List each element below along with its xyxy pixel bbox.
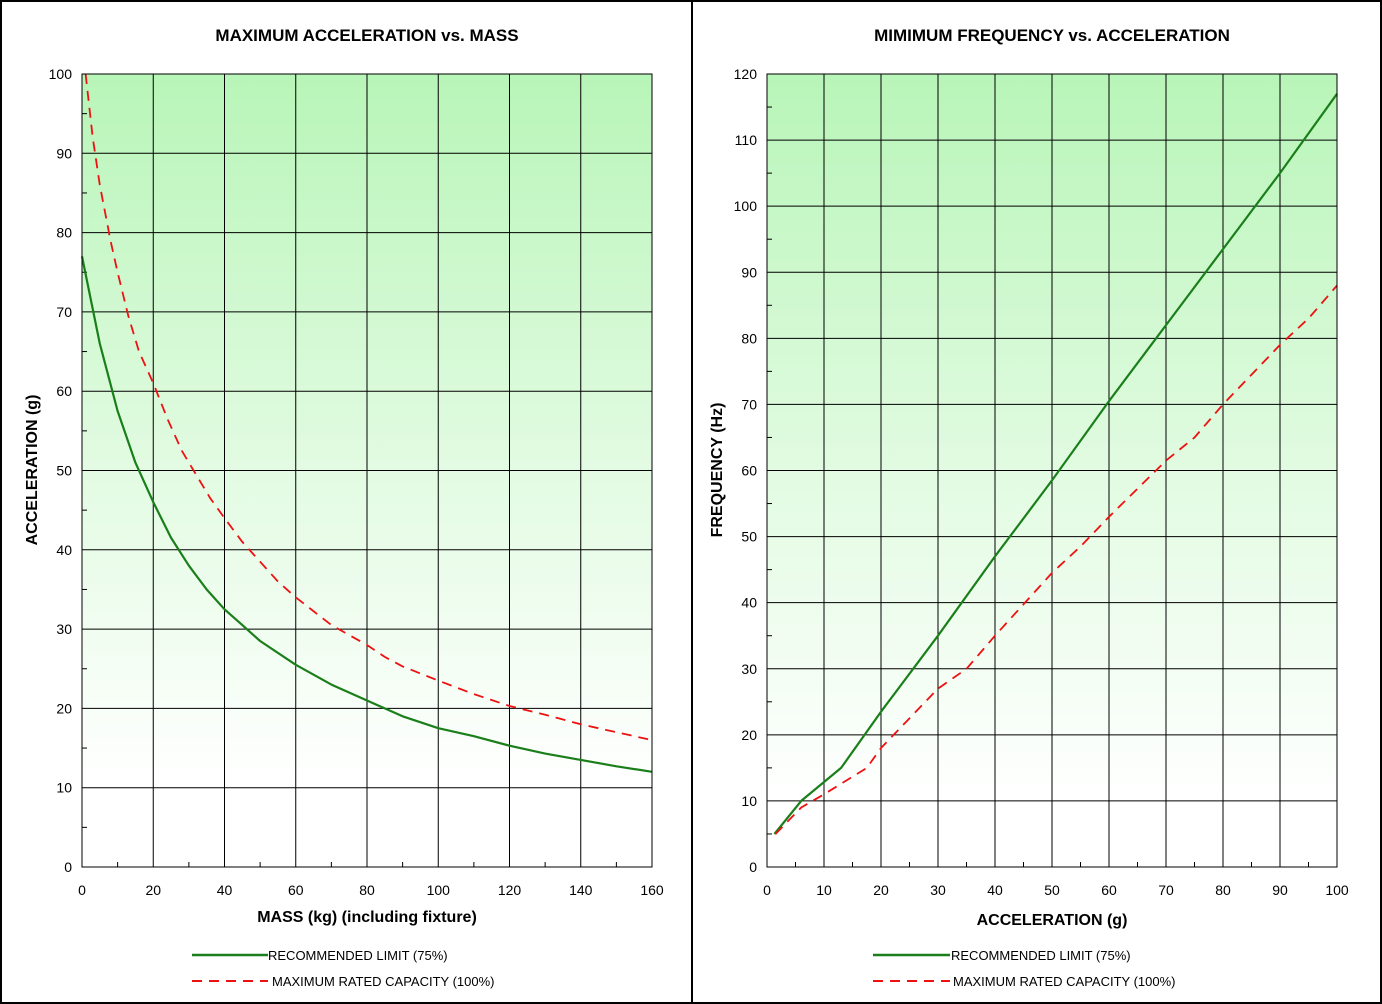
y-axis-label: FREQUENCY (Hz) bbox=[709, 403, 726, 538]
series-line-recommended-limit bbox=[80, 256, 653, 773]
y-tick-label: 50 bbox=[741, 529, 757, 545]
y-tick-label: 100 bbox=[734, 198, 758, 214]
series-lines bbox=[80, 73, 653, 773]
x-tick-label: 80 bbox=[359, 882, 375, 898]
x-tick-label: 40 bbox=[987, 882, 1003, 898]
y-tick-label: 70 bbox=[56, 304, 72, 320]
series-lines bbox=[773, 93, 1338, 835]
y-tick-label: 80 bbox=[741, 330, 757, 346]
legend-label-maximum: MAXIMUM RATED CAPACITY (100%) bbox=[272, 974, 494, 989]
x-tick-label: 100 bbox=[427, 882, 451, 898]
y-tick-label: 30 bbox=[741, 661, 757, 677]
x-tick-label: 0 bbox=[763, 882, 771, 898]
x-tick-label: 20 bbox=[145, 882, 161, 898]
x-tick-label: 60 bbox=[288, 882, 304, 898]
legend: RECOMMENDED LIMIT (75%) MAXIMUM RATED CA… bbox=[873, 948, 1175, 989]
x-axis-label: ACCELERATION (g) bbox=[977, 912, 1128, 929]
x-tick-label: 40 bbox=[217, 882, 233, 898]
y-tick-labels: 0 10 20 30 40 50 60 70 80 90 100 110 120 bbox=[734, 66, 758, 875]
y-tick-label: 60 bbox=[741, 463, 757, 479]
y-tick-label: 80 bbox=[56, 225, 72, 241]
y-tick-label: 30 bbox=[56, 621, 72, 637]
x-tick-label: 120 bbox=[498, 882, 522, 898]
series-line-maximum-rated-capacity bbox=[774, 284, 1338, 835]
y-tick-label: 20 bbox=[56, 700, 72, 716]
plot-border bbox=[766, 73, 1338, 868]
x-axis-label: MASS (kg) (including fixture) bbox=[257, 909, 477, 926]
x-tick-label: 30 bbox=[930, 882, 946, 898]
legend-label-recommended: RECOMMENDED LIMIT (75%) bbox=[951, 948, 1131, 963]
y-tick-label: 0 bbox=[64, 859, 72, 875]
x-tick-label: 50 bbox=[1044, 882, 1060, 898]
y-tick-label: 20 bbox=[741, 727, 757, 743]
x-tick-label: 160 bbox=[640, 882, 664, 898]
y-tick-label: 90 bbox=[56, 145, 72, 161]
chart-frequency-vs-acceleration: MIMIMUM FREQUENCY vs. ACCELERATION 0 10 20… bbox=[709, 26, 1349, 989]
chart-title: MIMIMUM FREQUENCY vs. ACCELERATION bbox=[874, 26, 1230, 45]
legend-label-maximum: MAXIMUM RATED CAPACITY (100%) bbox=[953, 974, 1175, 989]
y-tick-label: 10 bbox=[56, 780, 72, 796]
legend-label-recommended: RECOMMENDED LIMIT (75%) bbox=[268, 948, 448, 963]
chart-title: MAXIMUM ACCELERATION vs. MASS bbox=[215, 26, 518, 45]
y-tick-label: 100 bbox=[49, 66, 73, 82]
series-line-recommended-limit bbox=[773, 93, 1338, 835]
y-tick-label: 90 bbox=[741, 264, 757, 280]
legend: RECOMMENDED LIMIT (75%) MAXIMUM RATED CA… bbox=[192, 948, 494, 989]
x-tick-label: 80 bbox=[1215, 882, 1231, 898]
y-tick-label: 120 bbox=[734, 66, 758, 82]
y-tick-labels: 0 10 20 30 40 50 60 70 80 90 100 bbox=[49, 66, 73, 875]
y-tick-label: 40 bbox=[741, 595, 757, 611]
y-tick-label: 60 bbox=[56, 383, 72, 399]
x-tick-label: 140 bbox=[569, 882, 593, 898]
x-tick-labels: 0 10 20 30 40 50 60 70 80 90 100 bbox=[763, 882, 1349, 898]
y-tick-label: 50 bbox=[56, 463, 72, 479]
x-tick-label: 10 bbox=[816, 882, 832, 898]
y-axis-label: ACCELERATION (g) bbox=[24, 395, 41, 546]
x-tick-label: 70 bbox=[1158, 882, 1174, 898]
x-tick-label: 0 bbox=[78, 882, 86, 898]
y-tick-label: 70 bbox=[741, 396, 757, 412]
y-tick-label: 110 bbox=[735, 132, 758, 148]
y-tick-label: 10 bbox=[741, 793, 757, 809]
x-tick-label: 20 bbox=[873, 882, 889, 898]
minor-ticks bbox=[767, 106, 1309, 867]
y-tick-label: 0 bbox=[749, 859, 757, 875]
x-tick-label: 90 bbox=[1272, 882, 1288, 898]
x-tick-label: 60 bbox=[1101, 882, 1117, 898]
y-tick-label: 40 bbox=[56, 542, 72, 558]
plot-border bbox=[81, 73, 653, 868]
chart-acceleration-vs-mass: MAXIMUM ACCELERATION vs. MASS 0 20 40 60 80 1… bbox=[24, 26, 664, 989]
x-tick-labels: 0 20 40 60 80 100 120 140 160 bbox=[78, 882, 664, 898]
series-line-maximum-rated-capacity bbox=[84, 73, 653, 741]
x-tick-label: 100 bbox=[1325, 882, 1349, 898]
